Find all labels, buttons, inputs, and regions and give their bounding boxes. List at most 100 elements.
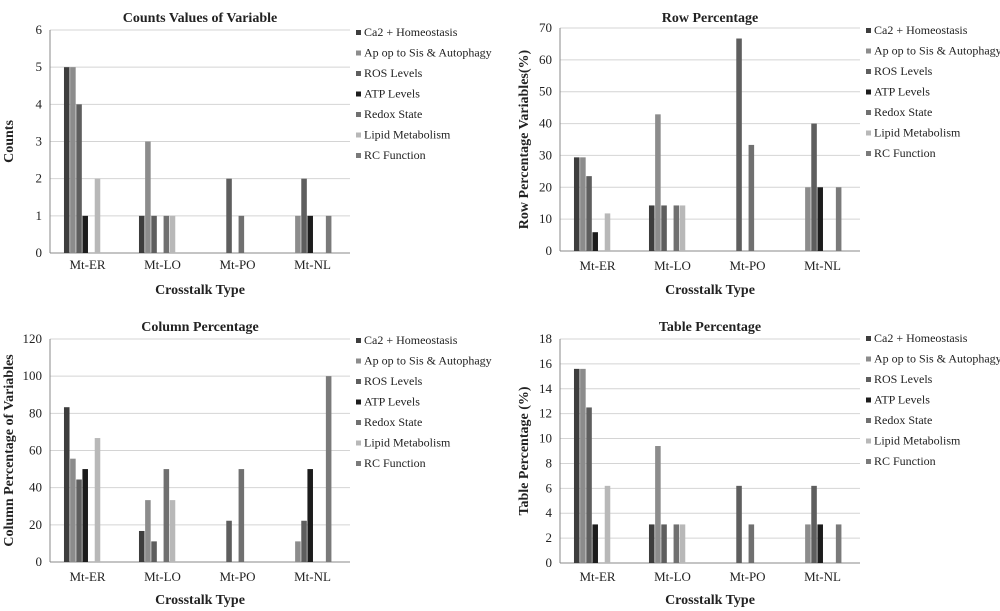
bar-2-mt-lo (655, 114, 661, 251)
bar-3-mt-er (586, 407, 592, 563)
bar-5-mt-po (238, 469, 245, 562)
y-tick-label: 2 (546, 530, 553, 545)
legend-swatch (356, 440, 361, 446)
legend-label: RC Function (364, 148, 426, 162)
bar-5-mt-po (748, 524, 755, 563)
legend-label: Ap op to Sis & Autophagy (874, 352, 1000, 366)
x-tick-label: Mt-ER (69, 569, 105, 584)
bar-5-mt-po (748, 144, 755, 251)
legend-label: Redox State (364, 107, 422, 121)
bar-4-mt-er (82, 215, 88, 253)
legend-swatch (866, 356, 871, 362)
x-tick-label: Mt-ER (579, 258, 615, 273)
legend-swatch (356, 399, 361, 405)
bar-3-mt-nl (301, 178, 307, 253)
legend-swatch (866, 110, 871, 115)
bar-2-mt-er (580, 157, 586, 251)
y-tick-label: 4 (546, 505, 553, 520)
legend-label: RC Function (364, 456, 426, 470)
legend-swatch (356, 379, 361, 384)
y-axis-title: Column Percentage of Variables (2, 354, 17, 547)
bar-6-mt-lo (169, 215, 176, 253)
legend-label: Lipid Metabolism (874, 434, 961, 448)
legend-swatch (356, 132, 361, 138)
chart-panel-2: 0 10 20 30 40 50 60 70 Mt-ER Mt-LO Mt-PO Mt-NL Row P… (517, 11, 1000, 298)
bar-6-mt-er (604, 485, 611, 563)
y-tick-label: 14 (539, 381, 553, 396)
legend-swatch (866, 459, 871, 464)
legend-swatch (866, 418, 871, 423)
x-tick-label: Mt-NL (294, 257, 331, 272)
y-tick-label: 50 (539, 84, 552, 99)
bar-2-mt-er (70, 67, 76, 254)
bar-2-mt-lo (655, 446, 661, 563)
bar-3-mt-po (226, 520, 232, 562)
x-tick-label: Mt-PO (729, 258, 765, 273)
y-tick-label: 8 (546, 455, 553, 470)
bar-6-mt-er (94, 178, 101, 253)
legend-swatch (866, 48, 871, 54)
bar-4-mt-nl (307, 215, 313, 253)
legend-swatch (356, 50, 361, 56)
y-tick-label: 100 (23, 368, 43, 383)
y-tick-label: 80 (29, 405, 42, 420)
y-tick-label: 40 (539, 116, 552, 131)
x-tick-label: Mt-NL (804, 258, 841, 273)
bar-4-mt-er (82, 469, 88, 562)
legend-label: Ap op to Sis & Autophagy (364, 46, 492, 60)
x-tick-label: Mt-LO (144, 569, 181, 584)
legend-label: Redox State (364, 415, 422, 429)
y-tick-label: 16 (539, 356, 553, 371)
bar-7-mt-nl (835, 524, 842, 563)
legend-swatch (356, 358, 361, 364)
legend-label: ROS Levels (874, 372, 933, 386)
bar-4-mt-er (592, 232, 598, 251)
x-axis-title: Crosstalk Type (155, 593, 245, 608)
bar-7-mt-nl (835, 187, 842, 251)
y-tick-label: 10 (539, 431, 552, 446)
y-tick-label: 60 (29, 443, 42, 458)
x-tick-label: Mt-PO (219, 257, 255, 272)
legend-label: Lipid Metabolism (874, 126, 961, 140)
bar-1-mt-lo (138, 215, 145, 253)
bar-2-mt-nl (295, 215, 301, 253)
legend-label: Redox State (874, 105, 932, 119)
legend-swatch (356, 420, 361, 425)
chart-panel-3: 0 20 40 60 80 100 120 Mt-ER Mt-LO Mt-PO Mt-NL Colum… (2, 320, 492, 608)
bar-3-mt-lo (151, 215, 157, 253)
bar-1-mt-er (63, 407, 70, 562)
y-tick-label: 70 (539, 20, 552, 35)
y-tick-label: 18 (539, 331, 552, 346)
legend-swatch (356, 71, 361, 76)
y-tick-label: 1 (36, 208, 43, 223)
legend-label: ATP Levels (874, 393, 930, 407)
bar-1-mt-er (573, 368, 580, 563)
chart-panel-1: 0 1 2 3 4 5 6 Mt-ER Mt-LO Mt-PO Mt-NL Counts Values… (2, 11, 492, 298)
bar-6-mt-er (94, 438, 101, 562)
y-tick-label: 0 (546, 243, 553, 258)
bar-2-mt-nl (805, 187, 811, 251)
bar-6-mt-lo (169, 500, 176, 562)
legend-swatch (866, 69, 871, 74)
bar-4-mt-nl (817, 187, 823, 251)
bar-5-mt-lo (673, 524, 680, 563)
legend-swatch (866, 28, 871, 33)
bar-1-mt-er (63, 67, 70, 254)
bar-3-mt-er (76, 104, 82, 253)
bar-1-mt-lo (648, 205, 655, 251)
bar-7-mt-nl (325, 215, 332, 253)
bar-4-mt-er (592, 524, 598, 563)
y-tick-label: 20 (29, 517, 42, 532)
y-axis-title: Row Percentage Variables(%) (517, 49, 532, 229)
y-tick-label: 2 (36, 171, 43, 186)
bar-3-mt-nl (301, 520, 307, 562)
chart-title: Table Percentage (659, 320, 761, 335)
legend-label: Ca2 + Homeostasis (874, 331, 968, 345)
bar-4-mt-nl (817, 524, 823, 563)
bar-3-mt-po (226, 178, 232, 253)
chart-title: Column Percentage (141, 320, 259, 335)
bar-3-mt-po (736, 485, 742, 563)
x-tick-label: Mt-PO (729, 569, 765, 584)
y-tick-label: 6 (546, 480, 553, 495)
y-tick-label: 12 (539, 406, 552, 421)
